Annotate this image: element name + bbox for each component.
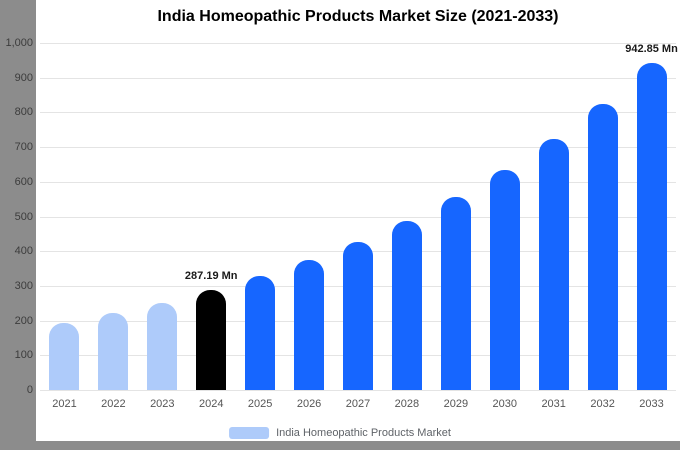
legend: India Homeopathic Products Market <box>229 427 451 439</box>
x-axis-label-2026: 2026 <box>296 398 322 410</box>
legend-label: India Homeopathic Products Market <box>276 427 451 439</box>
x-axis-label-2029: 2029 <box>443 398 469 410</box>
bar-2030 <box>489 170 520 390</box>
gridline-1,000 <box>40 43 676 44</box>
x-axis-label-2021: 2021 <box>52 398 77 410</box>
gridline-500 <box>40 216 676 218</box>
bar-2022 <box>98 313 129 390</box>
bar-2021 <box>49 322 80 390</box>
data-label-2024: 287.19 Mn <box>184 270 238 283</box>
bottom-gray-strip <box>0 441 680 450</box>
bar-2025 <box>245 276 276 390</box>
legend-swatch <box>229 427 270 439</box>
y-axis-label-200: 200 <box>14 314 33 327</box>
bar-2023 <box>147 302 178 390</box>
chart-title: India Homeopathic Products Market Size (… <box>157 8 559 25</box>
bar-2029 <box>440 197 471 390</box>
data-label-2033: 942.85 Mn <box>625 42 678 55</box>
x-axis-label-2023: 2023 <box>150 398 175 410</box>
y-axis-label-500: 500 <box>14 210 33 223</box>
gridline-800 <box>40 112 676 114</box>
x-axis-label-2027: 2027 <box>345 398 371 410</box>
bar-2033 <box>636 62 667 390</box>
x-axis-label-2030: 2030 <box>492 398 517 410</box>
y-axis-label-1,000: 1,000 <box>5 37 33 49</box>
gridline-0 <box>40 390 676 391</box>
x-axis-label-2033: 2033 <box>639 398 664 410</box>
x-axis-label-2032: 2032 <box>590 398 615 410</box>
x-axis-label-2024: 2024 <box>198 398 224 410</box>
y-axis-label-600: 600 <box>14 175 33 188</box>
gridline-700 <box>40 147 676 149</box>
x-axis-label-2022: 2022 <box>101 398 126 410</box>
bar-2032 <box>587 104 618 390</box>
left-gray-strip <box>0 0 36 450</box>
y-axis-label-800: 800 <box>14 106 33 119</box>
y-axis-label-900: 900 <box>14 71 33 84</box>
bar-2024 <box>196 290 227 390</box>
bar-2026 <box>294 260 325 390</box>
y-axis-label-700: 700 <box>14 141 33 154</box>
x-axis-label-2025: 2025 <box>247 398 273 410</box>
bar-2031 <box>538 139 569 390</box>
y-axis-label-400: 400 <box>14 245 33 258</box>
y-axis-label-0: 0 <box>26 384 33 396</box>
bar-2027 <box>343 242 373 390</box>
gridline-600 <box>40 181 676 183</box>
gridline-900 <box>40 77 676 79</box>
x-axis-label-2028: 2028 <box>394 398 420 410</box>
y-axis-label-100: 100 <box>14 349 33 362</box>
x-axis-label-2031: 2031 <box>541 398 566 410</box>
y-axis-label-300: 300 <box>14 279 33 292</box>
bar-2028 <box>391 221 422 390</box>
